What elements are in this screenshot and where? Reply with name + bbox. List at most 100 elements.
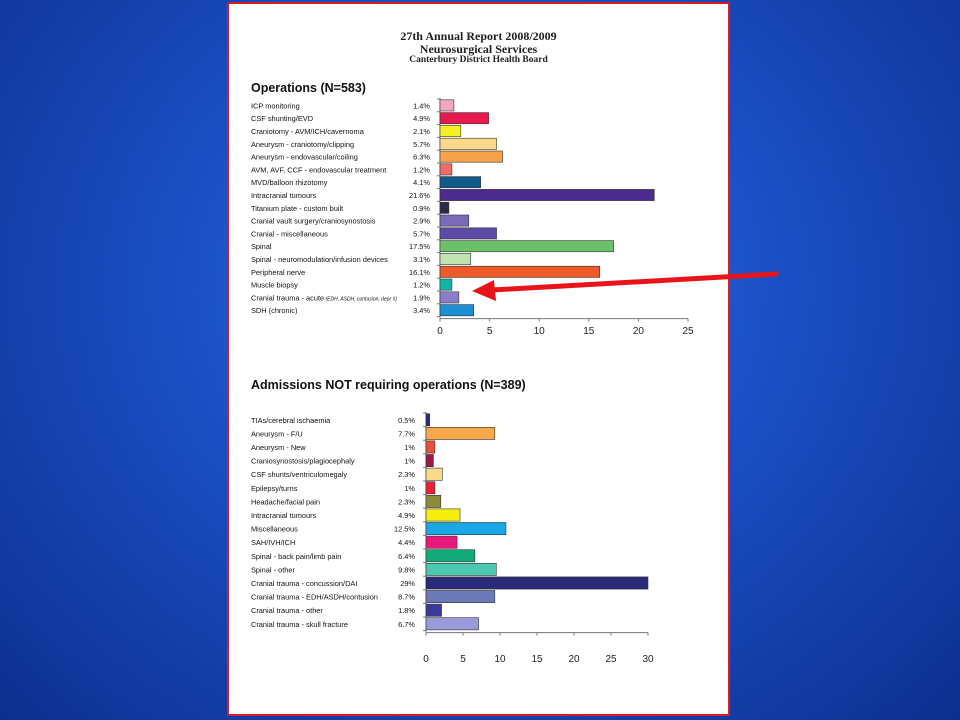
operations-category-text: MVD/balloon rhizotomy (251, 178, 328, 187)
admissions-value-label: 29% (400, 579, 415, 588)
admissions-category-text: Epilepsy/turns (251, 484, 298, 493)
admissions-value-label: 4.4% (398, 538, 415, 547)
operations-bar (439, 189, 655, 201)
admissions-value-label: 7.7% (398, 429, 415, 438)
operations-category-label: Titanium plate - custom built (251, 204, 343, 213)
operations-x-tick-label: 0 (437, 326, 443, 337)
admissions-category-label: Cranial trauma - EDH/ASDH/contusion (251, 593, 378, 602)
operations-category-label: Craniotomy - AVM/ICH/cavernoma (251, 127, 365, 136)
operations-category-text: SDH (chronic) (251, 306, 297, 315)
admissions-value-label: 2.3% (398, 497, 415, 506)
admissions-bar (425, 562, 497, 576)
admissions-category-label: Miscellaneous (251, 525, 298, 534)
report-organisation: Canterbury District Health Board (409, 55, 548, 65)
admissions-category-text: Craniosynostosis/plagiocephaly (251, 457, 355, 466)
admissions-category-label: Epilepsy/turns (251, 484, 298, 493)
operations-category-text: Cranial - miscellaneous (251, 229, 328, 238)
admissions-category-text: CSF shunts/ventriculomegaly (251, 470, 347, 479)
admissions-category-text: Headache/facial pain (251, 497, 320, 506)
operations-category-label: Cranial vault surgery/craniosynostosis (251, 217, 376, 226)
operations-category-text: AVM, AVF, CCF - endovascular treatment (251, 165, 386, 174)
admissions-category-text: SAH/IVH/ICH (251, 538, 295, 547)
admissions-category-label: Spinal - back pain/limb pain (251, 552, 341, 561)
operations-value-label: 1.2% (413, 165, 430, 174)
operations-value-label: 3.4% (413, 306, 430, 315)
admissions-value-label: 8.7% (398, 593, 415, 602)
admissions-value-label: 4.9% (398, 511, 415, 520)
admissions-category-label: Intracranial tumours (251, 511, 317, 520)
admissions-category-label: Craniosynostosis/plagiocephaly (251, 457, 355, 466)
operations-bar (439, 201, 450, 214)
operations-value-label: 5.7% (413, 229, 430, 238)
admissions-bar (425, 494, 442, 508)
operations-category-label: Spinal (251, 242, 272, 251)
admissions-category-label: Spinal - other (251, 565, 295, 574)
operations-category-text: Muscle biopsy (251, 281, 298, 290)
admissions-x-tick-label: 15 (531, 654, 543, 665)
operations-bar (439, 112, 489, 125)
admissions-bar (425, 481, 436, 495)
pointer-arrow-head (472, 280, 496, 301)
admissions-value-label: 6.7% (398, 620, 415, 629)
admissions-category-label: Aneurysm - New (251, 443, 306, 452)
operations-category-text: Aneurysm - craniotomy/clipping (251, 140, 354, 149)
operations-bar (439, 150, 503, 163)
admissions-x-tick-label: 5 (460, 654, 466, 665)
operations-value-label: 0.9% (413, 204, 430, 213)
operations-category-label: Aneurysm - craniotomy/clipping (251, 140, 354, 149)
operations-category-text: Peripheral nerve (251, 268, 305, 277)
operations-bar-chart: 0 5 10 15 20 25 ICP monitoring 1.4% CSF shunting… (251, 98, 694, 337)
admissions-category-label: Headache/facial pain (251, 497, 320, 506)
admissions-category-text: Aneurysm - New (251, 443, 306, 452)
admissions-bar (425, 603, 442, 617)
operations-bar (439, 137, 497, 150)
operations-value-label: 3.1% (413, 255, 430, 264)
operations-category-note: (EDH, ASDH, contusion, depr #) (324, 296, 397, 302)
admissions-bar (425, 617, 479, 631)
admissions-category-text: Miscellaneous (251, 525, 298, 534)
operations-category-text: Cranial vault surgery/craniosynostosis (251, 217, 376, 226)
operations-bar (439, 163, 453, 176)
admissions-x-tick-label: 20 (568, 654, 580, 665)
operations-category-label: Intracranial tumours (251, 191, 317, 200)
admissions-category-label: TIAs/cerebral ischaemia (251, 416, 331, 425)
operations-bar (439, 214, 470, 227)
operations-category-text: Spinal - neuromodulation/infusion device… (251, 255, 388, 264)
admissions-value-label: 0.5% (398, 416, 415, 425)
admissions-x-tick-label: 30 (642, 654, 654, 665)
operations-category-text: Spinal (251, 242, 272, 251)
operations-category-text: Intracranial tumours (251, 191, 317, 200)
operations-bar (439, 253, 472, 265)
admissions-bar (425, 549, 476, 563)
admissions-category-text: Aneurysm - F/U (251, 429, 303, 438)
operations-value-label: 16.1% (409, 268, 430, 277)
operations-x-tick-label: 15 (583, 326, 595, 337)
admissions-x-tick-label: 0 (423, 654, 429, 665)
admissions-category-label: CSF shunts/ventriculomegaly (251, 470, 347, 479)
admissions-bar (425, 535, 458, 549)
operations-value-label: 1.9% (413, 293, 430, 302)
admissions-category-label: SAH/IVH/ICH (251, 538, 295, 547)
operations-category-label: Muscle biopsy (251, 281, 298, 290)
operations-value-label: 4.9% (413, 114, 430, 123)
admissions-bar (425, 522, 507, 535)
operations-category-label: Peripheral nerve (251, 268, 305, 277)
admissions-bar (425, 413, 430, 427)
operations-bar (439, 125, 462, 137)
operations-bar (439, 240, 614, 253)
operations-category-label: Cranial - miscellaneous (251, 229, 328, 238)
operations-category-label: SDH (chronic) (251, 306, 297, 315)
admissions-category-text: Cranial trauma - EDH/ASDH/contusion (251, 593, 378, 602)
admissions-x-tick-label: 25 (605, 654, 617, 665)
operations-category-label: Cranial trauma - acute (EDH, ASDH, contu… (251, 293, 397, 302)
operations-value-label: 2.9% (413, 217, 430, 226)
operations-value-label: 17.5% (409, 242, 430, 251)
admissions-bar-chart: 0 5 10 15 20 25 30 TIAs/cerebral ischaemia 0.5% A… (251, 412, 654, 665)
admissions-category-text: Cranial trauma - other (251, 606, 323, 615)
admissions-value-label: 6.4% (398, 552, 415, 561)
admissions-bar (425, 576, 649, 590)
operations-category-text: Craniotomy - AVM/ICH/cavernoma (251, 127, 365, 136)
admissions-category-text: TIAs/cerebral ischaemia (251, 416, 331, 425)
operations-bar (439, 99, 455, 112)
